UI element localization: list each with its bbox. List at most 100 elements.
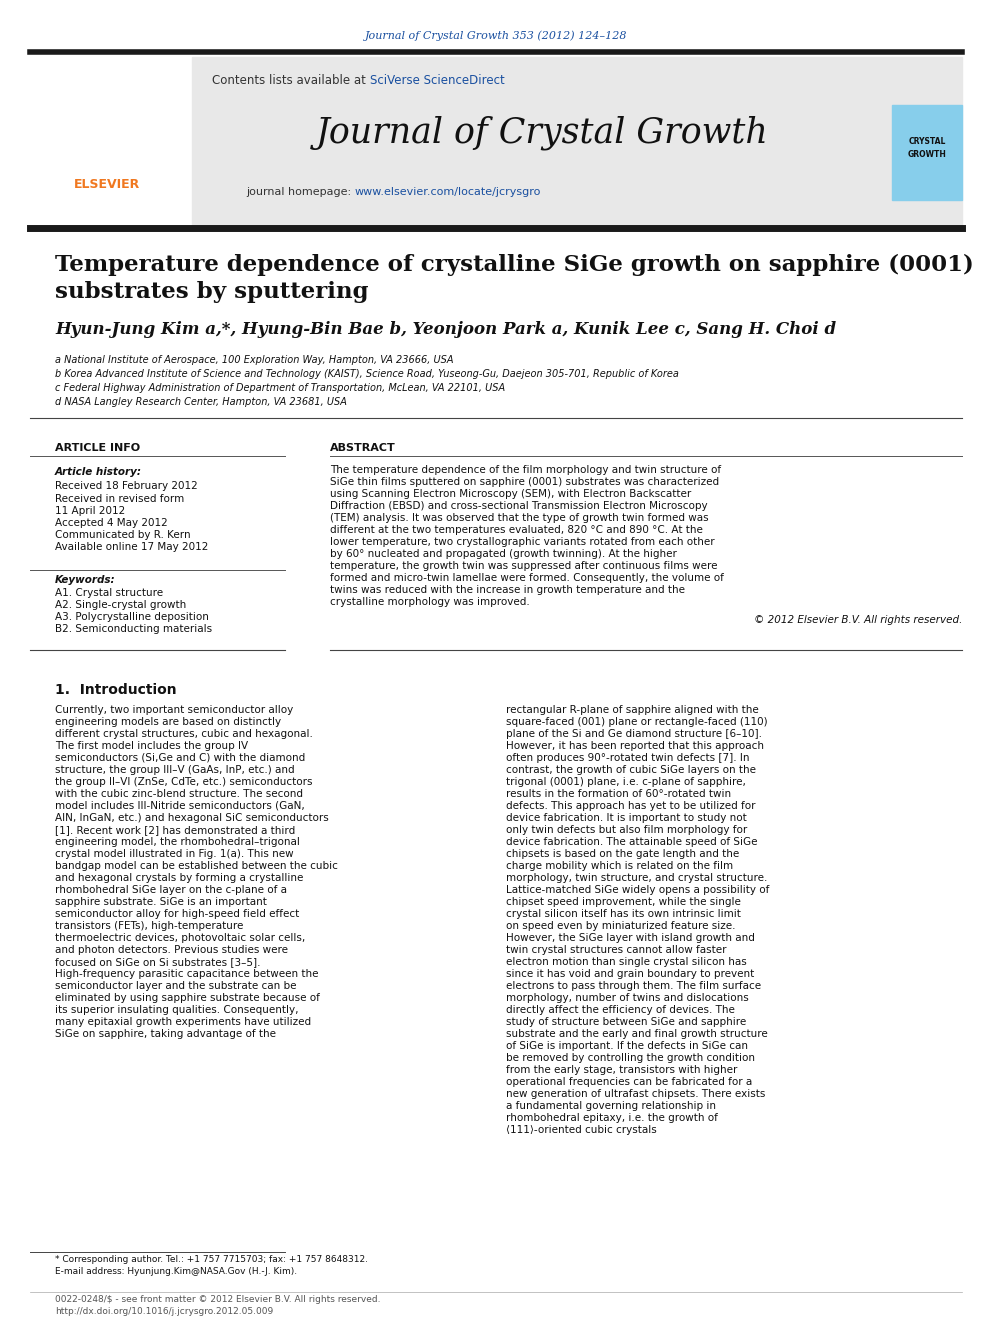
Text: from the early stage, transistors with higher: from the early stage, transistors with h… [506,1065,737,1076]
Text: engineering models are based on distinctly: engineering models are based on distinct… [55,717,281,728]
Text: rectangular R-plane of sapphire aligned with the: rectangular R-plane of sapphire aligned … [506,705,759,714]
Text: bandgap model can be established between the cubic: bandgap model can be established between… [55,861,338,871]
Text: crystal model illustrated in Fig. 1(a). This new: crystal model illustrated in Fig. 1(a). … [55,849,294,859]
Text: formed and micro-twin lamellae were formed. Consequently, the volume of: formed and micro-twin lamellae were form… [330,573,724,583]
Text: 0022-0248/$ - see front matter © 2012 Elsevier B.V. All rights reserved.: 0022-0248/$ - see front matter © 2012 El… [55,1295,381,1304]
Text: c Federal Highway Administration of Department of Transportation, McLean, VA 221: c Federal Highway Administration of Depa… [55,382,505,393]
Text: by 60° nucleated and propagated (growth twinning). At the higher: by 60° nucleated and propagated (growth … [330,549,677,560]
Text: thermoelectric devices, photovoltaic solar cells,: thermoelectric devices, photovoltaic sol… [55,933,306,943]
Text: Available online 17 May 2012: Available online 17 May 2012 [55,542,208,552]
Text: be removed by controlling the growth condition: be removed by controlling the growth con… [506,1053,755,1062]
Text: a fundamental governing relationship in: a fundamental governing relationship in [506,1101,716,1111]
Text: twins was reduced with the increase in growth temperature and the: twins was reduced with the increase in g… [330,585,685,595]
Text: results in the formation of 60°-rotated twin: results in the formation of 60°-rotated … [506,789,731,799]
Text: High-frequency parasitic capacitance between the: High-frequency parasitic capacitance bet… [55,968,318,979]
Text: chipsets is based on the gate length and the: chipsets is based on the gate length and… [506,849,739,859]
Text: However, the SiGe layer with island growth and: However, the SiGe layer with island grow… [506,933,755,943]
Text: Lattice-matched SiGe widely opens a possibility of: Lattice-matched SiGe widely opens a poss… [506,885,770,894]
Text: Accepted 4 May 2012: Accepted 4 May 2012 [55,519,168,528]
Text: www.elsevier.com/locate/jcrysgro: www.elsevier.com/locate/jcrysgro [355,187,542,197]
Text: E-mail address: Hyunjung.Kim@NASA.Gov (H.-J. Kim).: E-mail address: Hyunjung.Kim@NASA.Gov (H… [55,1267,298,1277]
Text: with the cubic zinc-blend structure. The second: with the cubic zinc-blend structure. The… [55,789,303,799]
Text: study of structure between SiGe and sapphire: study of structure between SiGe and sapp… [506,1017,746,1027]
Text: The temperature dependence of the film morphology and twin structure of: The temperature dependence of the film m… [330,464,721,475]
Text: directly affect the efficiency of devices. The: directly affect the efficiency of device… [506,1005,735,1015]
Text: Journal of Crystal Growth 353 (2012) 124–128: Journal of Crystal Growth 353 (2012) 124… [365,30,627,41]
Text: AlN, InGaN, etc.) and hexagonal SiC semiconductors: AlN, InGaN, etc.) and hexagonal SiC semi… [55,814,328,823]
Text: focused on SiGe on Si substrates [3–5].: focused on SiGe on Si substrates [3–5]. [55,957,261,967]
Bar [30,57,185,225]
Text: the group II–VI (ZnSe, CdTe, etc.) semiconductors: the group II–VI (ZnSe, CdTe, etc.) semic… [55,777,312,787]
Text: [1]. Recent work [2] has demonstrated a third: [1]. Recent work [2] has demonstrated a … [55,826,296,835]
Bar [892,105,962,200]
Text: Communicated by R. Kern: Communicated by R. Kern [55,531,190,540]
Text: defects. This approach has yet to be utilized for: defects. This approach has yet to be uti… [506,800,756,811]
Text: often produces 90°-rotated twin defects [7]. In: often produces 90°-rotated twin defects … [506,753,750,763]
Text: since it has void and grain boundary to prevent: since it has void and grain boundary to … [506,968,754,979]
Text: http://dx.doi.org/10.1016/j.jcrysgro.2012.05.009: http://dx.doi.org/10.1016/j.jcrysgro.201… [55,1307,273,1315]
Text: transistors (FETs), high-temperature: transistors (FETs), high-temperature [55,921,243,931]
Text: lower temperature, two crystallographic variants rotated from each other: lower temperature, two crystallographic … [330,537,714,546]
Text: However, it has been reported that this approach: However, it has been reported that this … [506,741,764,751]
Text: a National Institute of Aerospace, 100 Exploration Way, Hampton, VA 23666, USA: a National Institute of Aerospace, 100 E… [55,355,453,365]
Bar [192,57,892,225]
Text: model includes III-Nitride semiconductors (GaN,: model includes III-Nitride semiconductor… [55,800,305,811]
Text: Received 18 February 2012: Received 18 February 2012 [55,482,197,491]
Text: substrates by sputtering: substrates by sputtering [55,280,368,303]
Text: The first model includes the group IV: The first model includes the group IV [55,741,248,751]
Text: new generation of ultrafast chipsets. There exists: new generation of ultrafast chipsets. Th… [506,1089,766,1099]
Text: on speed even by miniaturized feature size.: on speed even by miniaturized feature si… [506,921,735,931]
Text: A2. Single-crystal growth: A2. Single-crystal growth [55,601,186,610]
Text: twin crystal structures cannot allow faster: twin crystal structures cannot allow fas… [506,945,726,955]
Text: eliminated by using sapphire substrate because of: eliminated by using sapphire substrate b… [55,994,319,1003]
Text: engineering model, the rhombohedral–trigonal: engineering model, the rhombohedral–trig… [55,837,300,847]
Text: 1.  Introduction: 1. Introduction [55,683,177,697]
Text: temperature, the growth twin was suppressed after continuous films were: temperature, the growth twin was suppres… [330,561,717,572]
Text: Article history:: Article history: [55,467,142,478]
Text: CRYSTAL
GROWTH: CRYSTAL GROWTH [908,138,946,159]
Text: morphology, twin structure, and crystal structure.: morphology, twin structure, and crystal … [506,873,768,882]
Text: Received in revised form: Received in revised form [55,493,185,504]
Text: B2. Semiconducting materials: B2. Semiconducting materials [55,624,212,634]
Text: SiGe thin films sputtered on sapphire (0001) substrates was characterized: SiGe thin films sputtered on sapphire (0… [330,478,719,487]
Text: rhombohedral SiGe layer on the c-plane of a: rhombohedral SiGe layer on the c-plane o… [55,885,287,894]
Text: * Corresponding author. Tel.: +1 757 7715703; fax: +1 757 8648312.: * Corresponding author. Tel.: +1 757 771… [55,1256,368,1265]
Bar [892,57,962,225]
Text: rhombohedral epitaxy, i.e. the growth of: rhombohedral epitaxy, i.e. the growth of [506,1113,718,1123]
Text: trigonal (0001) plane, i.e. c-plane of sapphire,: trigonal (0001) plane, i.e. c-plane of s… [506,777,746,787]
Text: Currently, two important semiconductor alloy: Currently, two important semiconductor a… [55,705,294,714]
Text: morphology, number of twins and dislocations: morphology, number of twins and dislocat… [506,994,749,1003]
Text: plane of the Si and Ge diamond structure [6–10].: plane of the Si and Ge diamond structure… [506,729,762,740]
Text: electrons to pass through them. The film surface: electrons to pass through them. The film… [506,980,761,991]
Text: semiconductor alloy for high-speed field effect: semiconductor alloy for high-speed field… [55,909,300,919]
Text: Temperature dependence of crystalline SiGe growth on sapphire (0001): Temperature dependence of crystalline Si… [55,254,974,277]
Text: its superior insulating qualities. Consequently,: its superior insulating qualities. Conse… [55,1005,299,1015]
Text: A1. Crystal structure: A1. Crystal structure [55,587,163,598]
Text: ELSEVIER: ELSEVIER [73,179,140,192]
Text: device fabrication. It is important to study not: device fabrication. It is important to s… [506,814,747,823]
Text: Contents lists available at: Contents lists available at [212,74,370,86]
Text: using Scanning Electron Microscopy (SEM), with Electron Backscatter: using Scanning Electron Microscopy (SEM)… [330,490,691,499]
Text: 11 April 2012: 11 April 2012 [55,505,125,516]
Text: b Korea Advanced Institute of Science and Technology (KAIST), Science Road, Yuse: b Korea Advanced Institute of Science an… [55,369,679,378]
Text: sapphire substrate. SiGe is an important: sapphire substrate. SiGe is an important [55,897,267,908]
Text: of SiGe is important. If the defects in SiGe can: of SiGe is important. If the defects in … [506,1041,748,1050]
Text: only twin defects but also film morphology for: only twin defects but also film morpholo… [506,826,747,835]
Text: SiGe on sapphire, taking advantage of the: SiGe on sapphire, taking advantage of th… [55,1029,276,1039]
Text: different crystal structures, cubic and hexagonal.: different crystal structures, cubic and … [55,729,312,740]
Text: semiconductor layer and the substrate can be: semiconductor layer and the substrate ca… [55,980,297,991]
Text: ⟨111⟩-oriented cubic crystals: ⟨111⟩-oriented cubic crystals [506,1125,657,1135]
Text: ABSTRACT: ABSTRACT [330,443,396,452]
Text: many epitaxial growth experiments have utilized: many epitaxial growth experiments have u… [55,1017,311,1027]
Text: contrast, the growth of cubic SiGe layers on the: contrast, the growth of cubic SiGe layer… [506,765,756,775]
Text: SciVerse ScienceDirect: SciVerse ScienceDirect [370,74,505,86]
Text: (TEM) analysis. It was observed that the type of growth twin formed was: (TEM) analysis. It was observed that the… [330,513,708,523]
Text: Hyun-Jung Kim a,*, Hyung-Bin Bae b, Yeonjoon Park a, Kunik Lee c, Sang H. Choi d: Hyun-Jung Kim a,*, Hyung-Bin Bae b, Yeon… [55,321,836,339]
Text: and hexagonal crystals by forming a crystalline: and hexagonal crystals by forming a crys… [55,873,304,882]
Text: Journal of Crystal Growth: Journal of Crystal Growth [315,115,769,151]
Text: and photon detectors. Previous studies were: and photon detectors. Previous studies w… [55,945,288,955]
Text: operational frequencies can be fabricated for a: operational frequencies can be fabricate… [506,1077,752,1088]
Text: electron motion than single crystal silicon has: electron motion than single crystal sili… [506,957,747,967]
Text: d NASA Langley Research Center, Hampton, VA 23681, USA: d NASA Langley Research Center, Hampton,… [55,397,347,407]
Text: crystal silicon itself has its own intrinsic limit: crystal silicon itself has its own intri… [506,909,741,919]
